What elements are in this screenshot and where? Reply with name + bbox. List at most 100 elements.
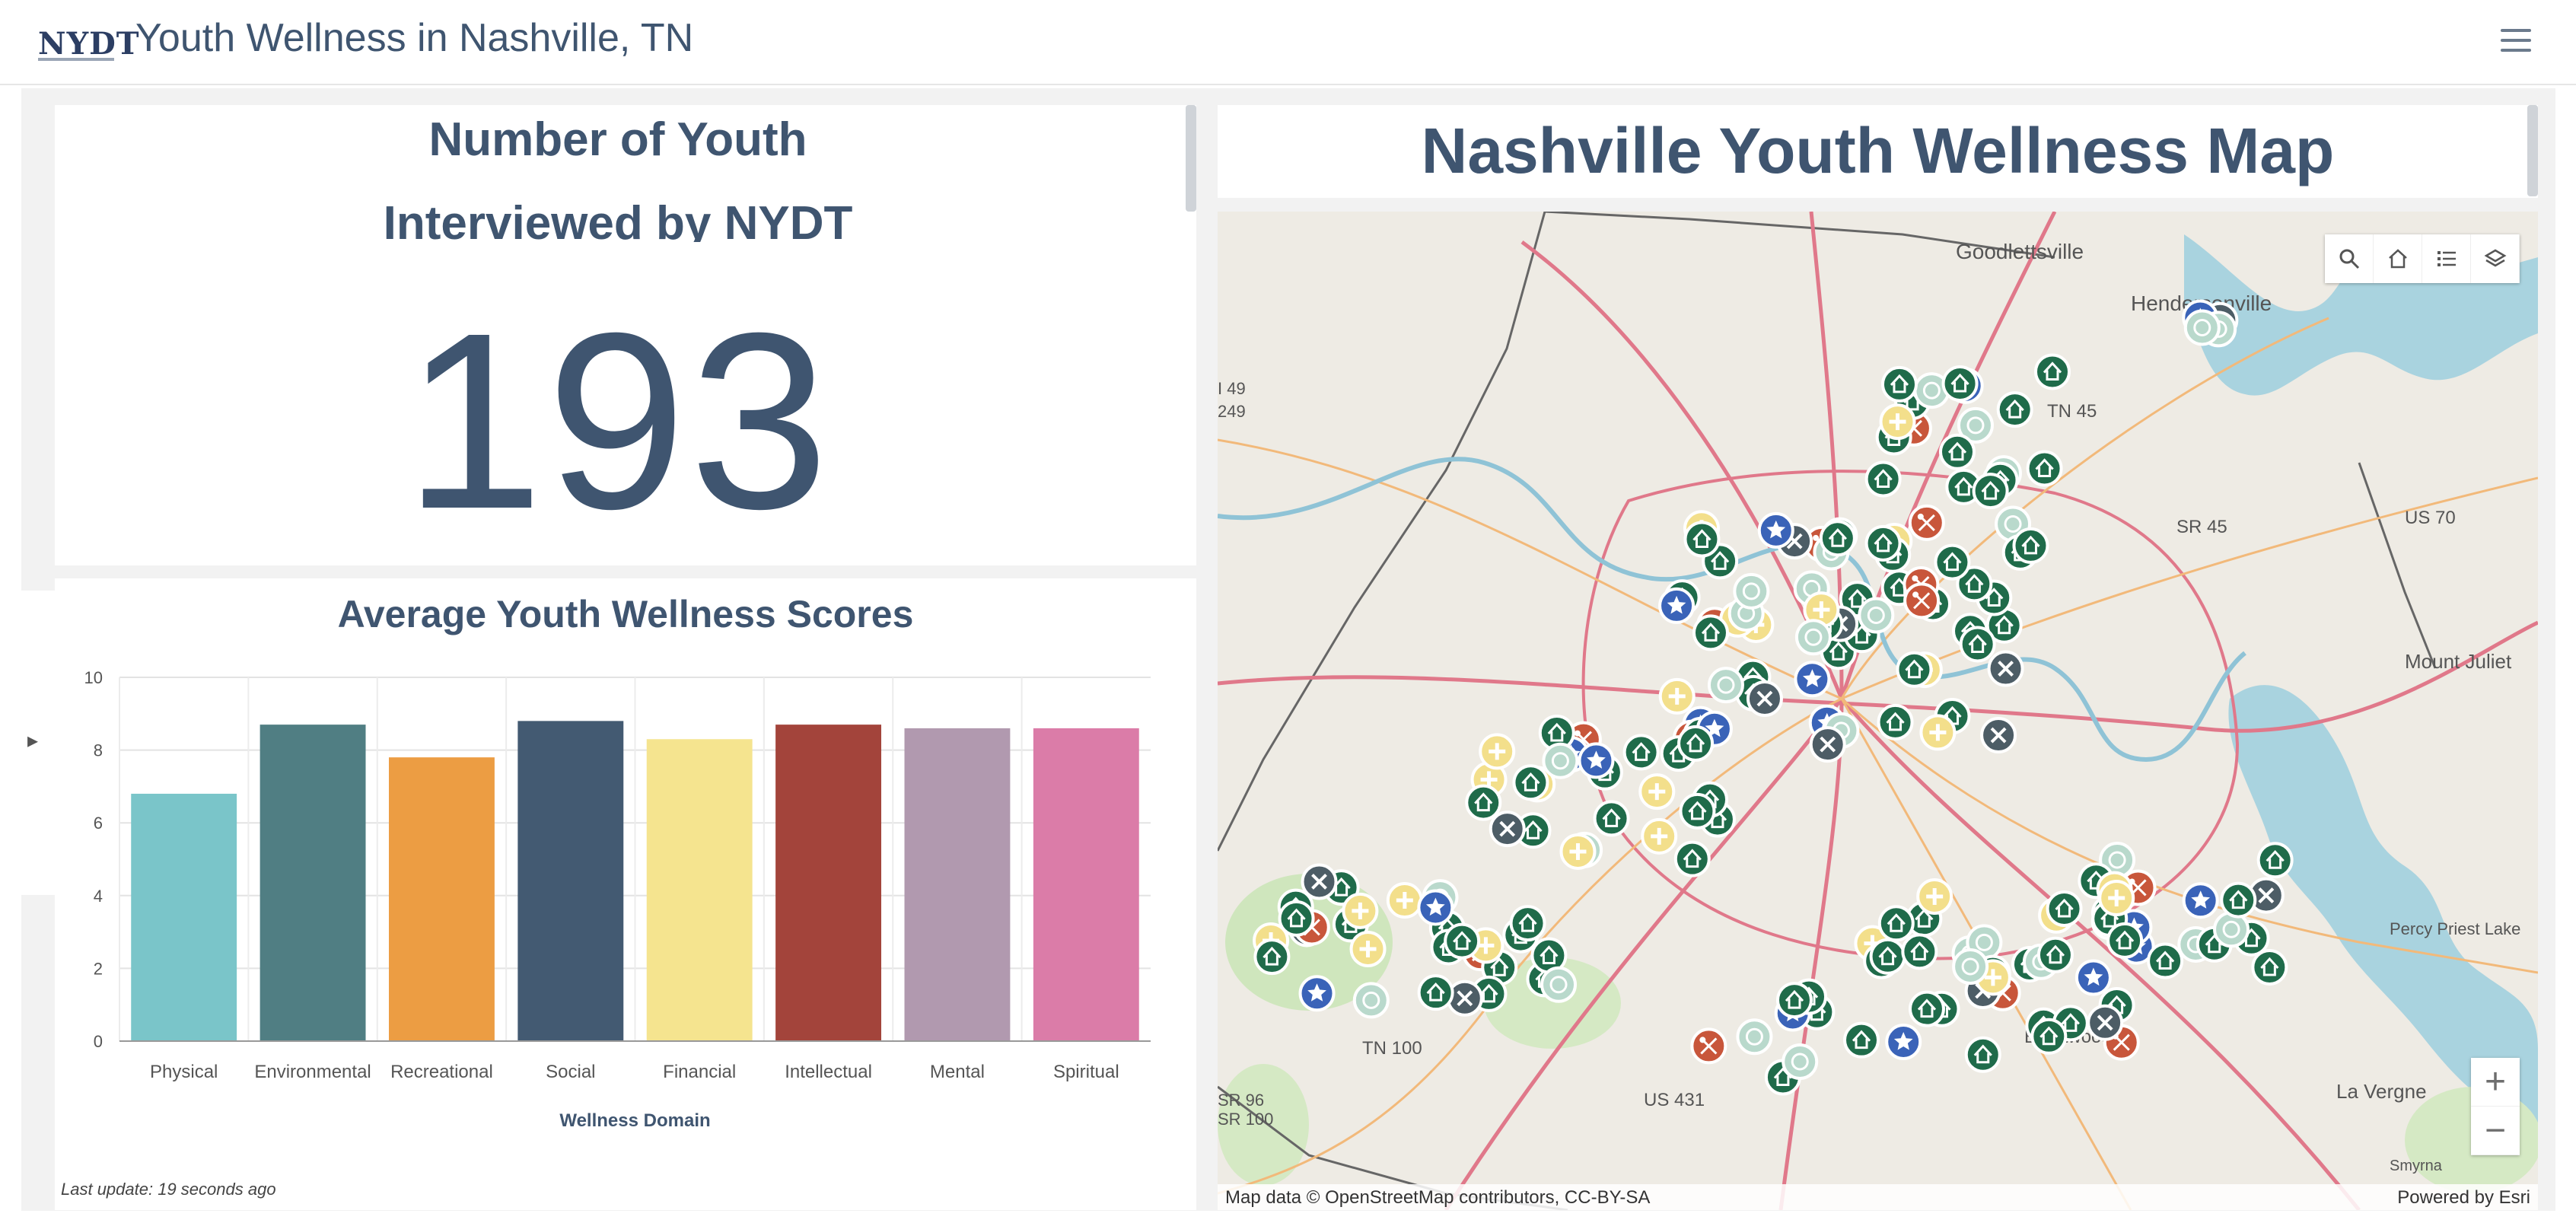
plus-marker-icon[interactable]: [1479, 733, 1516, 770]
home-marker-icon[interactable]: [1896, 651, 1933, 688]
home-marker-icon[interactable]: [1877, 905, 1915, 942]
star-marker-icon[interactable]: [1578, 742, 1615, 779]
home-marker-icon[interactable]: [1972, 473, 2009, 510]
clock-marker-icon[interactable]: [1736, 1018, 1773, 1056]
home-marker-icon[interactable]: [1941, 365, 1979, 402]
clock-marker-icon[interactable]: [1542, 742, 1579, 779]
home-icon[interactable]: [2374, 234, 2422, 283]
plus-marker-icon[interactable]: [1658, 677, 1696, 715]
clock-marker-icon[interactable]: [1707, 667, 1744, 704]
plus-marker-icon[interactable]: [1916, 878, 1953, 916]
zoom-out-button[interactable]: −: [2471, 1107, 2520, 1155]
x-marker-icon[interactable]: [2087, 1004, 2124, 1041]
clock-marker-icon[interactable]: [1733, 572, 1770, 610]
star-marker-icon[interactable]: [1885, 1024, 1922, 1061]
bar-intellectual[interactable]: [775, 725, 882, 1041]
home-marker-icon[interactable]: [1253, 938, 1291, 976]
plus-marker-icon[interactable]: [1641, 817, 1678, 855]
home-marker-icon[interactable]: [1444, 922, 1481, 960]
home-marker-icon[interactable]: [2251, 948, 2288, 986]
home-marker-icon[interactable]: [1278, 900, 1315, 937]
home-marker-icon[interactable]: [1465, 784, 1502, 821]
clock-marker-icon[interactable]: [1540, 966, 1578, 1003]
home-marker-icon[interactable]: [1945, 468, 1982, 505]
home-marker-icon[interactable]: [2046, 890, 2083, 928]
x-marker-icon[interactable]: [1746, 680, 1783, 717]
layers-icon[interactable]: [2471, 234, 2520, 283]
home-marker-icon[interactable]: [1509, 905, 1546, 942]
bar-recreational[interactable]: [388, 757, 495, 1041]
plus-marker-icon[interactable]: [1919, 714, 1957, 751]
bar-spiritual[interactable]: [1033, 728, 1139, 1041]
clock-marker-icon[interactable]: [1858, 597, 1895, 634]
home-marker-icon[interactable]: [1775, 982, 1813, 1019]
star-marker-icon[interactable]: [2074, 959, 2112, 996]
plus-marker-icon[interactable]: [1638, 773, 1676, 811]
star-marker-icon[interactable]: [1794, 661, 1831, 698]
x-marker-icon[interactable]: [1987, 650, 2024, 687]
home-marker-icon[interactable]: [1934, 543, 1971, 581]
home-marker-icon[interactable]: [1877, 703, 1914, 740]
powered-by-esri[interactable]: Powered by Esri: [2397, 1187, 2530, 1208]
home-marker-icon[interactable]: [1692, 614, 1729, 651]
star-marker-icon[interactable]: [1298, 975, 1336, 1012]
clock-marker-icon[interactable]: [2213, 911, 2250, 948]
home-marker-icon[interactable]: [1622, 734, 1660, 771]
tools-marker-icon[interactable]: [1903, 582, 1941, 619]
home-marker-icon[interactable]: [1959, 626, 1996, 663]
home-marker-icon[interactable]: [1819, 520, 1856, 557]
x-marker-icon[interactable]: [1980, 717, 2017, 754]
home-marker-icon[interactable]: [1901, 933, 1938, 970]
legend-icon[interactable]: [2422, 234, 2471, 283]
plus-marker-icon[interactable]: [1879, 403, 1916, 441]
home-marker-icon[interactable]: [1864, 460, 1902, 498]
clock-marker-icon[interactable]: [1957, 406, 1994, 444]
plus-marker-icon[interactable]: [1386, 882, 1423, 919]
hamburger-menu-icon[interactable]: [2501, 29, 2531, 55]
home-marker-icon[interactable]: [1677, 725, 1715, 762]
plus-marker-icon[interactable]: [1349, 931, 1387, 968]
bar-environmental[interactable]: [260, 725, 366, 1041]
star-marker-icon[interactable]: [1658, 587, 1696, 624]
panel-scrollbar[interactable]: [1186, 105, 1196, 212]
plus-marker-icon[interactable]: [2098, 880, 2135, 917]
home-marker-icon[interactable]: [1679, 792, 1716, 830]
home-marker-icon[interactable]: [1512, 764, 1549, 801]
tools-marker-icon[interactable]: [1908, 504, 1945, 541]
home-marker-icon[interactable]: [2012, 527, 2049, 564]
search-icon[interactable]: [2325, 234, 2374, 283]
home-marker-icon[interactable]: [1683, 521, 1721, 558]
x-marker-icon[interactable]: [1489, 811, 1526, 848]
home-marker-icon[interactable]: [2026, 450, 2063, 487]
home-marker-icon[interactable]: [1417, 974, 1454, 1011]
clock-marker-icon[interactable]: [2183, 309, 2221, 346]
home-marker-icon[interactable]: [1964, 1036, 2001, 1073]
home-marker-icon[interactable]: [1869, 938, 1906, 975]
bar-mental[interactable]: [904, 728, 1011, 1041]
home-marker-icon[interactable]: [1843, 1021, 1880, 1059]
home-marker-icon[interactable]: [1908, 990, 1945, 1027]
map-title-scrollbar[interactable]: [2527, 105, 2538, 196]
bar-social[interactable]: [517, 721, 624, 1041]
home-marker-icon[interactable]: [2106, 922, 2144, 959]
x-marker-icon[interactable]: [1301, 863, 1338, 900]
plus-marker-icon[interactable]: [1559, 833, 1597, 870]
home-marker-icon[interactable]: [2030, 1018, 2068, 1055]
plus-marker-icon[interactable]: [1342, 892, 1379, 929]
clock-marker-icon[interactable]: [1782, 1043, 1819, 1080]
home-marker-icon[interactable]: [1880, 365, 1918, 403]
bar-financial[interactable]: [646, 739, 753, 1041]
home-marker-icon[interactable]: [1938, 433, 1976, 470]
home-marker-icon[interactable]: [1593, 800, 1630, 837]
home-marker-icon[interactable]: [2033, 353, 2071, 390]
tools-marker-icon[interactable]: [1690, 1027, 1727, 1065]
bar-physical[interactable]: [131, 793, 237, 1041]
home-marker-icon[interactable]: [2036, 936, 2074, 973]
clock-marker-icon[interactable]: [1794, 619, 1832, 656]
star-marker-icon[interactable]: [1417, 889, 1454, 926]
clock-marker-icon[interactable]: [1952, 948, 1989, 986]
home-marker-icon[interactable]: [1864, 524, 1902, 562]
home-marker-icon[interactable]: [1530, 937, 1568, 974]
